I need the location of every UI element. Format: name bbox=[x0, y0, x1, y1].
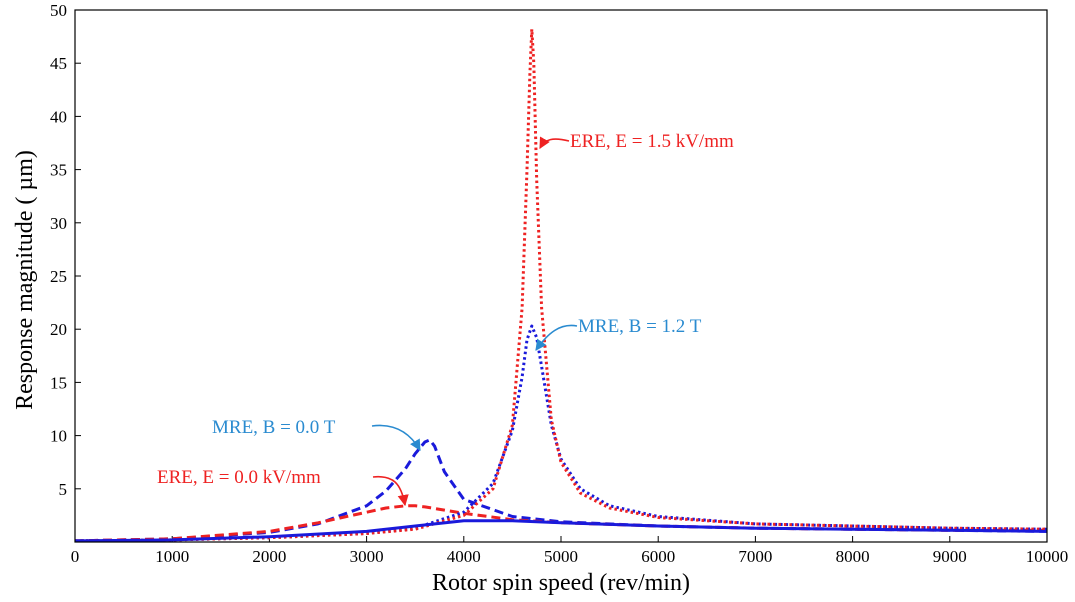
series-line-solid_blue bbox=[74, 519, 1048, 543]
x-tick-label: 2000 bbox=[252, 547, 286, 566]
x-tick-label: 10000 bbox=[1026, 547, 1069, 566]
y-tick-label: 15 bbox=[50, 373, 67, 392]
annotation-arrow-mre-b12 bbox=[535, 324, 578, 351]
annotation-arrow-ere-e0 bbox=[372, 475, 409, 507]
x-tick-label: 7000 bbox=[738, 547, 772, 566]
plot-frame bbox=[74, 9, 1048, 543]
annotation-mre-b12: MRE, B = 1.2 T bbox=[578, 316, 702, 337]
annotation-ere-e15: ERE, E = 1.5 kV/mm bbox=[570, 131, 734, 152]
y-tick-label: 5 bbox=[59, 480, 68, 499]
y-tick-label: 40 bbox=[50, 107, 67, 126]
series-layer bbox=[74, 27, 1048, 543]
x-tick-label: 5000 bbox=[544, 547, 578, 566]
series-line-ere_e15 bbox=[74, 27, 1048, 543]
x-axis-ticks: 0 1000 2000 3000 4000 5000 6000 7000 8000 9000 100… bbox=[71, 536, 1069, 566]
annotation-arrow-mre-b0 bbox=[371, 424, 421, 451]
x-tick-label: 3000 bbox=[350, 547, 384, 566]
y-tick-label: 45 bbox=[50, 54, 67, 73]
x-tick-label: 1000 bbox=[155, 547, 189, 566]
x-axis-title: Rotor spin speed (rev/min) bbox=[432, 570, 690, 596]
y-axis-title: Response magnitude ( µm) bbox=[12, 150, 38, 410]
y-tick-label: 35 bbox=[50, 161, 67, 180]
y-tick-label: 10 bbox=[50, 427, 67, 446]
y-axis-ticks: 5 10 15 20 25 30 35 40 45 50 bbox=[50, 1, 81, 499]
annotation-arrow-ere-e15 bbox=[539, 136, 570, 149]
y-tick-label: 30 bbox=[50, 214, 67, 233]
x-tick-label: 0 bbox=[71, 547, 80, 566]
annotation-mre-b0: MRE, B = 0.0 T bbox=[212, 417, 336, 438]
y-tick-label: 25 bbox=[50, 267, 67, 286]
x-tick-label: 8000 bbox=[836, 547, 870, 566]
y-tick-label: 20 bbox=[50, 320, 67, 339]
x-tick-label: 9000 bbox=[933, 547, 967, 566]
y-tick-label: 50 bbox=[50, 1, 67, 20]
x-tick-label: 6000 bbox=[641, 547, 675, 566]
annotation-ere-e0: ERE, E = 0.0 kV/mm bbox=[157, 467, 321, 488]
x-tick-label: 4000 bbox=[447, 547, 481, 566]
series-line-mre_b12 bbox=[74, 324, 1048, 543]
